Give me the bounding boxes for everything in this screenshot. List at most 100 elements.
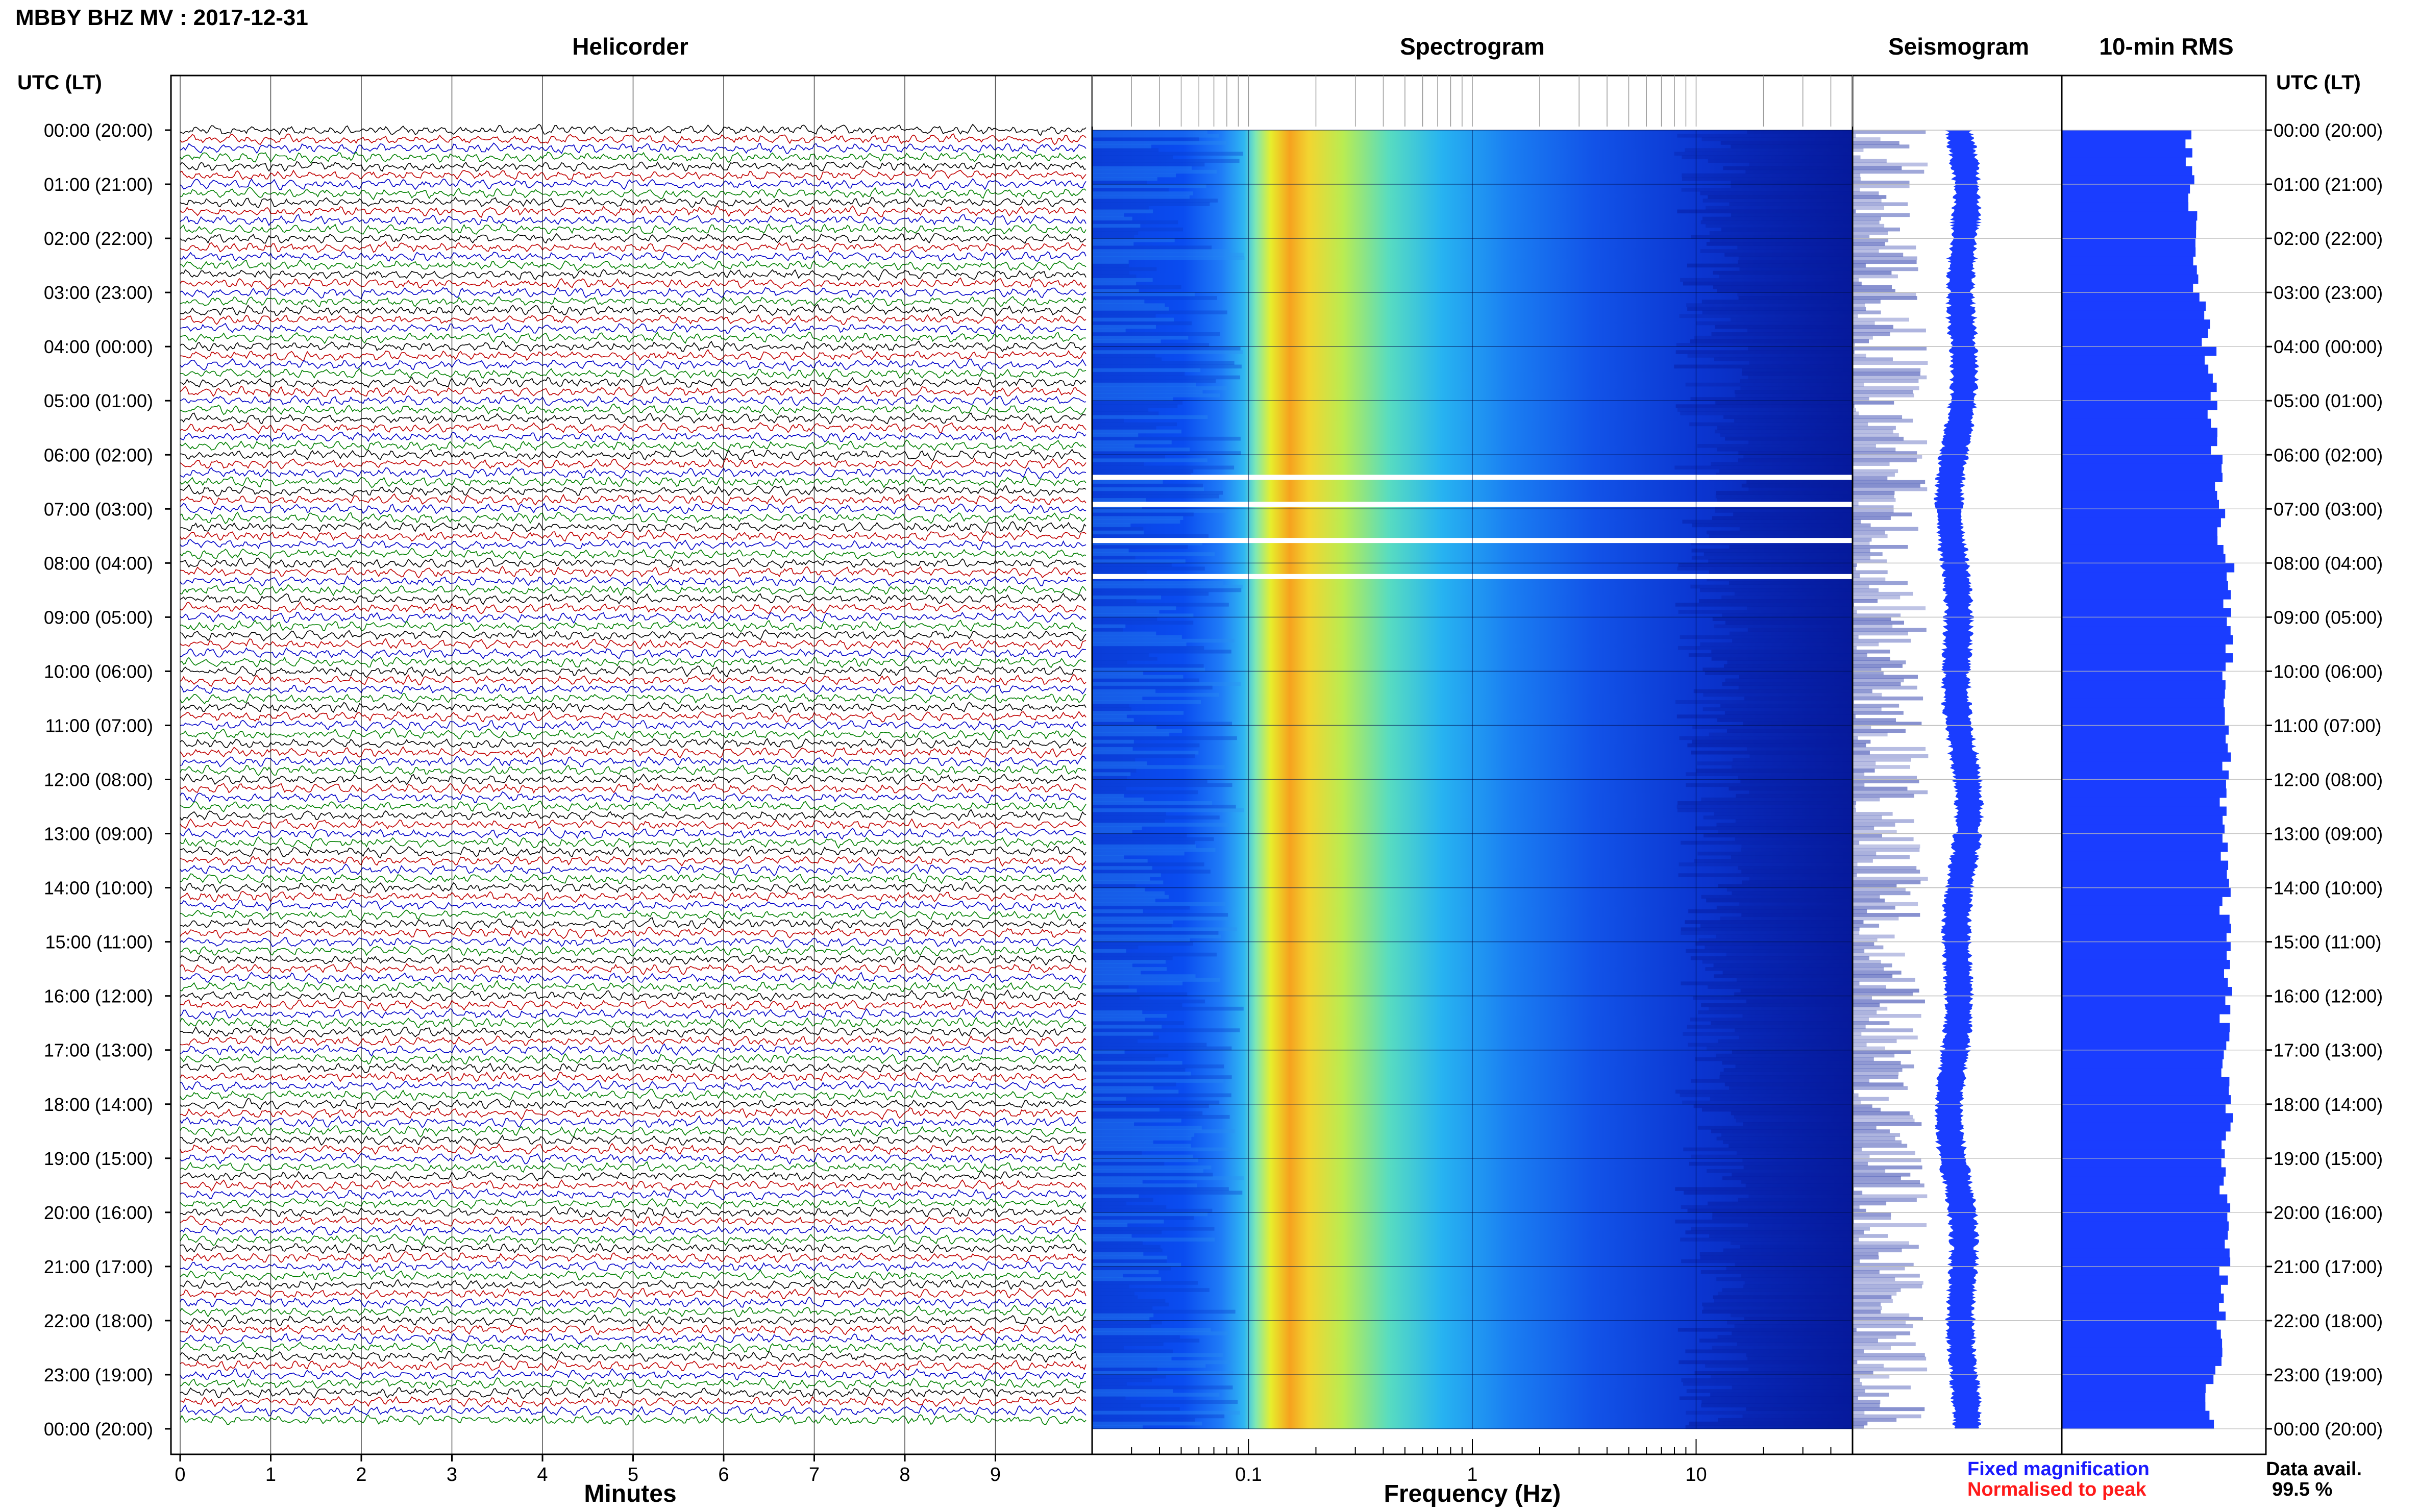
spectrogram-row bbox=[1092, 1025, 1162, 1029]
spectrogram-row bbox=[1092, 747, 1133, 751]
spectrogram-row bbox=[1709, 534, 1888, 538]
spectrogram-row bbox=[1092, 1144, 1191, 1148]
rms-bar bbox=[2062, 374, 2213, 383]
spectrogram-row bbox=[1092, 343, 1210, 347]
spectrogram-row bbox=[1092, 1201, 1127, 1206]
spectrogram-row bbox=[1092, 1208, 1213, 1213]
helicorder-x-tick-label: 7 bbox=[809, 1464, 820, 1485]
seismogram-title: Seismogram bbox=[1888, 33, 2030, 60]
rms-bar bbox=[2062, 247, 2196, 257]
spectrogram-xlabel: Frequency (Hz) bbox=[1384, 1480, 1561, 1507]
y-tick-label-right: 23:00 (19:00) bbox=[2274, 1365, 2383, 1385]
spectrogram-row bbox=[1092, 556, 1136, 560]
y-tick-label-right: 16:00 (12:00) bbox=[2274, 986, 2383, 1007]
rms-bar bbox=[2062, 527, 2217, 536]
spectrogram-row bbox=[1738, 776, 1917, 780]
spectrogram-row bbox=[1716, 905, 1895, 910]
spectrogram-row bbox=[1092, 1425, 1143, 1429]
spectrogram-row bbox=[1092, 1043, 1207, 1047]
spectrogram-row bbox=[1092, 754, 1195, 758]
spectrogram-row bbox=[1724, 253, 1904, 257]
rms-bar bbox=[2062, 1248, 2230, 1258]
rms-bar bbox=[2062, 870, 2227, 879]
spectrogram-row bbox=[1682, 173, 1861, 178]
spectrogram-row bbox=[1680, 278, 1859, 282]
rms-bar bbox=[2062, 1383, 2206, 1393]
rms-bar bbox=[2062, 229, 2196, 239]
spectrogram-row bbox=[1092, 1335, 1180, 1339]
y-tick-label-left: 02:00 (22:00) bbox=[44, 228, 153, 249]
spectrogram-row bbox=[1092, 386, 1227, 390]
spectrogram-row bbox=[1092, 270, 1129, 275]
spectrogram-row bbox=[1747, 130, 1926, 134]
spectrogram-row bbox=[1729, 544, 1908, 549]
spectrogram-row bbox=[1721, 595, 1900, 600]
spectrogram-row bbox=[1732, 1050, 1911, 1054]
rms-bar bbox=[2062, 914, 2230, 924]
spectrogram-row bbox=[1729, 631, 1908, 636]
spectrogram-row bbox=[1706, 1046, 1885, 1051]
spectrogram-row bbox=[1747, 1356, 1927, 1361]
rms-bar bbox=[2062, 238, 2195, 248]
spectrogram-row bbox=[1092, 1151, 1142, 1155]
helicorder-title: Helicorder bbox=[572, 33, 688, 60]
spectrogram-row bbox=[1681, 981, 1860, 985]
rms-bar bbox=[2062, 517, 2221, 528]
spectrogram-row bbox=[1092, 357, 1162, 361]
spectrogram-row bbox=[1092, 505, 1142, 509]
spectrogram-row bbox=[1092, 848, 1216, 852]
rms-bar bbox=[2062, 445, 2211, 455]
spectrogram-row bbox=[1092, 1050, 1125, 1054]
spectrogram-row bbox=[1695, 826, 1874, 830]
spectrogram-row bbox=[1092, 433, 1139, 437]
spectrogram-row bbox=[1695, 941, 1874, 946]
spectrogram-row bbox=[1742, 1158, 1921, 1162]
spectrogram-row bbox=[1729, 786, 1908, 791]
rms-title: 10-min RMS bbox=[2099, 33, 2234, 60]
spectrogram-row bbox=[1092, 549, 1129, 553]
spectrogram-row bbox=[1717, 718, 1896, 722]
spectrogram-row bbox=[1092, 317, 1174, 322]
spectrogram-row bbox=[1092, 292, 1195, 296]
spectrogram-row bbox=[1092, 873, 1161, 877]
spectrogram-row bbox=[1677, 801, 1857, 805]
spectrogram-row bbox=[1748, 1223, 1927, 1227]
spectrogram-row bbox=[1092, 1403, 1141, 1408]
spectrogram-row bbox=[1092, 1262, 1181, 1267]
spectrogram-row bbox=[1730, 1241, 1909, 1245]
spectrogram-row bbox=[1092, 1075, 1232, 1079]
rms-bar bbox=[2062, 635, 2233, 645]
spectrogram-row bbox=[1746, 480, 1926, 484]
spectrogram-row bbox=[1092, 750, 1199, 755]
spectrogram-row bbox=[1716, 473, 1895, 477]
spectrogram-row bbox=[1092, 1306, 1153, 1310]
rms-bar bbox=[2062, 337, 2202, 347]
spectrogram-row bbox=[1677, 134, 1856, 138]
spectrogram-row bbox=[1700, 588, 1879, 592]
spectrogram-row bbox=[1722, 1288, 1901, 1292]
spectrogram-row bbox=[1732, 1173, 1911, 1177]
spectrogram-row bbox=[1702, 707, 1882, 711]
spectrogram-row bbox=[1740, 988, 1919, 993]
rms-bar bbox=[2062, 788, 2227, 798]
spectrogram-row bbox=[1748, 375, 1927, 380]
spectrogram-row bbox=[1677, 1328, 1857, 1332]
spectrogram-row bbox=[1092, 718, 1134, 722]
rms-bar bbox=[2062, 1095, 2231, 1105]
spectrogram-row bbox=[1092, 227, 1183, 232]
spectrogram-row bbox=[1688, 909, 1867, 913]
rms-bar bbox=[2062, 1131, 2226, 1141]
spectrogram-row bbox=[1716, 934, 1895, 939]
spectrogram-row bbox=[1092, 328, 1126, 333]
spectrogram-row bbox=[1092, 1331, 1228, 1335]
spectrogram-row bbox=[1685, 920, 1864, 924]
spectrogram-row bbox=[1719, 274, 1898, 279]
spectrogram-row bbox=[1092, 256, 1245, 260]
spectrogram-row bbox=[1092, 455, 1165, 459]
spectrogram-row bbox=[1092, 682, 1241, 686]
spectrogram-row bbox=[1092, 350, 1243, 354]
spectrogram-row bbox=[1092, 855, 1124, 859]
spectrogram-row bbox=[1715, 505, 1894, 509]
rms-bar bbox=[2062, 139, 2186, 148]
spectrogram-row bbox=[1092, 1082, 1176, 1086]
